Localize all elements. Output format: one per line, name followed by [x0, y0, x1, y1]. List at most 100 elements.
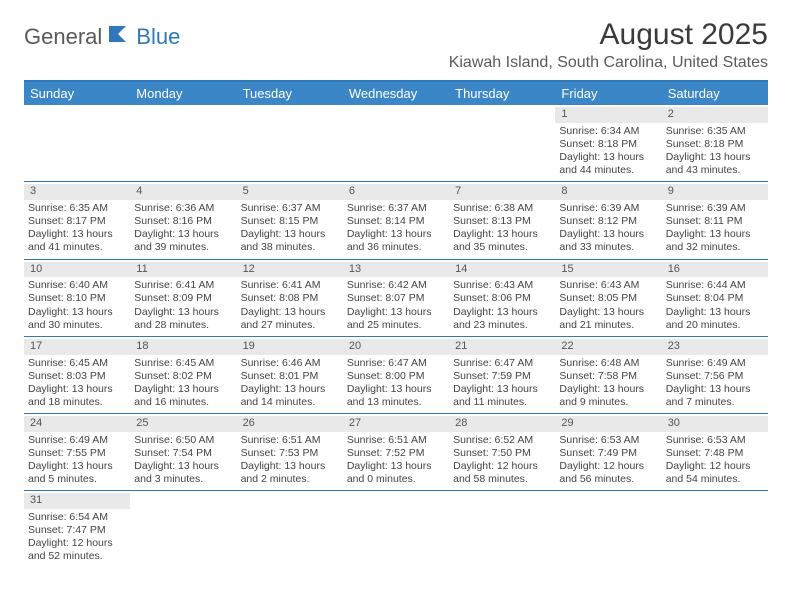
daylight-line1: Daylight: 13 hours	[666, 151, 764, 164]
daylight-line1: Daylight: 13 hours	[241, 460, 339, 473]
dayhead-tue: Tuesday	[237, 82, 343, 105]
sunset-text: Sunset: 8:13 PM	[453, 215, 551, 228]
daylight-line2: and 30 minutes.	[28, 319, 126, 332]
daylight-line1: Daylight: 12 hours	[28, 537, 126, 550]
sunrise-text: Sunrise: 6:35 AM	[28, 202, 126, 215]
day-cell: 22Sunrise: 6:48 AMSunset: 7:58 PMDayligh…	[555, 337, 661, 413]
day-cell: 21Sunrise: 6:47 AMSunset: 7:59 PMDayligh…	[449, 337, 555, 413]
daylight-line1: Daylight: 13 hours	[559, 151, 657, 164]
week-row: 17Sunrise: 6:45 AMSunset: 8:03 PMDayligh…	[24, 337, 768, 414]
day-cell: 31Sunrise: 6:54 AMSunset: 7:47 PMDayligh…	[24, 491, 130, 567]
empty-cell	[343, 491, 449, 567]
location-text: Kiawah Island, South Carolina, United St…	[449, 54, 768, 72]
dayhead-sun: Sunday	[24, 82, 130, 105]
daylight-line2: and 20 minutes.	[666, 319, 764, 332]
sunrise-text: Sunrise: 6:46 AM	[241, 357, 339, 370]
sunset-text: Sunset: 7:55 PM	[28, 447, 126, 460]
daylight-line1: Daylight: 12 hours	[666, 460, 764, 473]
day-cell: 27Sunrise: 6:51 AMSunset: 7:52 PMDayligh…	[343, 414, 449, 490]
sunset-text: Sunset: 8:01 PM	[241, 370, 339, 383]
dayhead-mon: Monday	[130, 82, 236, 105]
daylight-line1: Daylight: 12 hours	[453, 460, 551, 473]
day-cell: 20Sunrise: 6:47 AMSunset: 8:00 PMDayligh…	[343, 337, 449, 413]
header: General Blue August 2025 Kiawah Island, …	[24, 18, 768, 72]
day-number: 30	[662, 416, 768, 432]
day-cell: 7Sunrise: 6:38 AMSunset: 8:13 PMDaylight…	[449, 182, 555, 258]
daylight-line1: Daylight: 13 hours	[347, 228, 445, 241]
day-number: 4	[130, 184, 236, 200]
sunrise-text: Sunrise: 6:51 AM	[241, 434, 339, 447]
day-cell: 26Sunrise: 6:51 AMSunset: 7:53 PMDayligh…	[237, 414, 343, 490]
sunset-text: Sunset: 8:00 PM	[347, 370, 445, 383]
day-cell: 14Sunrise: 6:43 AMSunset: 8:06 PMDayligh…	[449, 260, 555, 336]
daylight-line2: and 33 minutes.	[559, 241, 657, 254]
daylight-line1: Daylight: 13 hours	[241, 228, 339, 241]
day-header-row: Sunday Monday Tuesday Wednesday Thursday…	[24, 82, 768, 105]
sunset-text: Sunset: 8:04 PM	[666, 292, 764, 305]
day-number: 21	[449, 339, 555, 355]
daylight-line2: and 27 minutes.	[241, 319, 339, 332]
sunrise-text: Sunrise: 6:40 AM	[28, 279, 126, 292]
day-cell: 3Sunrise: 6:35 AMSunset: 8:17 PMDaylight…	[24, 182, 130, 258]
daylight-line1: Daylight: 12 hours	[559, 460, 657, 473]
daylight-line1: Daylight: 13 hours	[453, 383, 551, 396]
flag-icon	[108, 24, 134, 49]
daylight-line2: and 43 minutes.	[666, 164, 764, 177]
sunrise-text: Sunrise: 6:53 AM	[559, 434, 657, 447]
day-number: 20	[343, 339, 449, 355]
day-cell: 4Sunrise: 6:36 AMSunset: 8:16 PMDaylight…	[130, 182, 236, 258]
daylight-line1: Daylight: 13 hours	[666, 383, 764, 396]
sunset-text: Sunset: 8:07 PM	[347, 292, 445, 305]
day-cell: 18Sunrise: 6:45 AMSunset: 8:02 PMDayligh…	[130, 337, 236, 413]
daylight-line1: Daylight: 13 hours	[347, 460, 445, 473]
daylight-line1: Daylight: 13 hours	[134, 383, 232, 396]
sunset-text: Sunset: 8:08 PM	[241, 292, 339, 305]
day-number: 15	[555, 262, 661, 278]
sunset-text: Sunset: 8:06 PM	[453, 292, 551, 305]
sunrise-text: Sunrise: 6:42 AM	[347, 279, 445, 292]
empty-cell	[449, 105, 555, 181]
daylight-line1: Daylight: 13 hours	[28, 228, 126, 241]
sunrise-text: Sunrise: 6:43 AM	[559, 279, 657, 292]
daylight-line2: and 35 minutes.	[453, 241, 551, 254]
daylight-line2: and 38 minutes.	[241, 241, 339, 254]
sunrise-text: Sunrise: 6:52 AM	[453, 434, 551, 447]
day-cell: 6Sunrise: 6:37 AMSunset: 8:14 PMDaylight…	[343, 182, 449, 258]
daylight-line1: Daylight: 13 hours	[347, 306, 445, 319]
day-cell: 19Sunrise: 6:46 AMSunset: 8:01 PMDayligh…	[237, 337, 343, 413]
daylight-line2: and 41 minutes.	[28, 241, 126, 254]
daylight-line2: and 21 minutes.	[559, 319, 657, 332]
daylight-line2: and 28 minutes.	[134, 319, 232, 332]
daylight-line1: Daylight: 13 hours	[241, 383, 339, 396]
sunset-text: Sunset: 7:53 PM	[241, 447, 339, 460]
day-cell: 11Sunrise: 6:41 AMSunset: 8:09 PMDayligh…	[130, 260, 236, 336]
week-row: 24Sunrise: 6:49 AMSunset: 7:55 PMDayligh…	[24, 414, 768, 491]
day-cell: 2Sunrise: 6:35 AMSunset: 8:18 PMDaylight…	[662, 105, 768, 181]
day-number: 17	[24, 339, 130, 355]
day-number: 12	[237, 262, 343, 278]
sunset-text: Sunset: 8:05 PM	[559, 292, 657, 305]
week-row: 31Sunrise: 6:54 AMSunset: 7:47 PMDayligh…	[24, 491, 768, 567]
sunset-text: Sunset: 8:18 PM	[559, 138, 657, 151]
dayhead-sat: Saturday	[662, 82, 768, 105]
weeks-container: 1Sunrise: 6:34 AMSunset: 8:18 PMDaylight…	[24, 105, 768, 568]
week-row: 10Sunrise: 6:40 AMSunset: 8:10 PMDayligh…	[24, 260, 768, 337]
day-number: 23	[662, 339, 768, 355]
sunset-text: Sunset: 8:15 PM	[241, 215, 339, 228]
day-number: 7	[449, 184, 555, 200]
sunset-text: Sunset: 8:12 PM	[559, 215, 657, 228]
daylight-line2: and 14 minutes.	[241, 396, 339, 409]
empty-cell	[130, 105, 236, 181]
day-number: 2	[662, 107, 768, 123]
empty-cell	[24, 105, 130, 181]
daylight-line1: Daylight: 13 hours	[559, 306, 657, 319]
daylight-line2: and 23 minutes.	[453, 319, 551, 332]
empty-cell	[343, 105, 449, 181]
sunrise-text: Sunrise: 6:43 AM	[453, 279, 551, 292]
dayhead-wed: Wednesday	[343, 82, 449, 105]
sunset-text: Sunset: 7:50 PM	[453, 447, 551, 460]
sunrise-text: Sunrise: 6:47 AM	[347, 357, 445, 370]
sunrise-text: Sunrise: 6:48 AM	[559, 357, 657, 370]
sunset-text: Sunset: 7:58 PM	[559, 370, 657, 383]
logo-text-blue: Blue	[136, 24, 180, 50]
